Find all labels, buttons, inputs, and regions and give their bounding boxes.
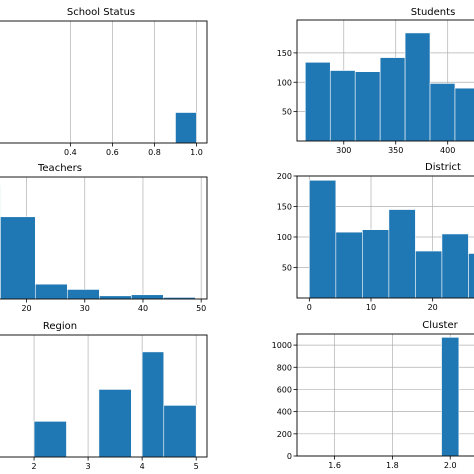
district-xtick-label-0: 0 bbox=[307, 303, 312, 312]
histogram-school-status: School Status 0.4 0.6 0.8 1.0 bbox=[0, 7, 208, 157]
teachers-ticks: 20 30 40 50 bbox=[21, 299, 206, 313]
region-bar-3 bbox=[98, 389, 132, 458]
cluster-ytick-label-600: 600 bbox=[277, 385, 292, 394]
school-status-xtick-label-0-8: 0.8 bbox=[148, 148, 161, 157]
histogram-region: Region 2 3 4 5 bbox=[0, 321, 208, 471]
district-bar-3 bbox=[388, 209, 416, 299]
district-title: District bbox=[425, 162, 461, 173]
region-axes-frame bbox=[0, 334, 208, 458]
school-status-xtick-label-1: 1.0 bbox=[190, 148, 203, 157]
region-xtick-label-5: 5 bbox=[194, 462, 199, 471]
students-xtick-label-400: 400 bbox=[440, 146, 455, 155]
cluster-xtick-label-1-6: 1.6 bbox=[328, 461, 341, 470]
cluster-bar-0 bbox=[441, 337, 460, 457]
teachers-xtick-label-20: 20 bbox=[21, 304, 31, 313]
region-ticks: 2 3 4 5 bbox=[32, 457, 199, 471]
cluster-title: Cluster bbox=[422, 320, 458, 331]
region-bar-5 bbox=[163, 405, 197, 458]
district-ytick-label-150: 150 bbox=[277, 203, 292, 212]
histogram-teachers: Teachers 20 30 40 50 bbox=[0, 163, 208, 313]
cluster-axes-frame bbox=[296, 333, 474, 457]
teachers-xtick-label-50: 50 bbox=[196, 304, 206, 313]
school-status-bar-0 bbox=[175, 112, 197, 144]
histogram-students: Students 300 350 400 50 100 150 bbox=[277, 7, 474, 155]
school-status-bars bbox=[175, 112, 197, 144]
students-bar-6 bbox=[454, 87, 474, 142]
district-ytick-label-200: 200 bbox=[277, 172, 292, 181]
teachers-xtick-label-40: 40 bbox=[138, 304, 148, 313]
cluster-xtick-label-2: 2.0 bbox=[444, 461, 457, 470]
district-bars bbox=[309, 179, 474, 299]
school-status-xtick-label-0-6: 0.6 bbox=[106, 148, 119, 157]
cluster-xtick-label-1-8: 1.8 bbox=[386, 461, 399, 470]
cluster-ytick-label-200: 200 bbox=[277, 430, 292, 439]
teachers-axes-frame bbox=[0, 176, 208, 300]
region-bar-1 bbox=[33, 421, 67, 458]
students-bar-2 bbox=[354, 71, 381, 142]
histogram-cluster: Cluster 1.6 1.8 2.0 0 200 400 600 800 1000 bbox=[272, 320, 474, 470]
district-bar-4 bbox=[415, 250, 443, 299]
teachers-grid bbox=[26, 177, 202, 299]
cluster-ytick-label-800: 800 bbox=[277, 363, 292, 372]
students-axes-frame bbox=[296, 19, 474, 142]
district-ytick-label-50: 50 bbox=[282, 264, 292, 273]
students-xtick-label-350: 350 bbox=[388, 146, 403, 155]
teachers-bars bbox=[0, 184, 196, 300]
school-status-xtick-label-0-4: 0.4 bbox=[64, 148, 77, 157]
district-bar-5 bbox=[441, 233, 469, 299]
region-bar-4 bbox=[141, 351, 165, 458]
district-ticks: 0 10 20 50 100 150 200 bbox=[277, 172, 438, 312]
district-bar-1 bbox=[335, 231, 363, 299]
district-xtick-label-10: 10 bbox=[366, 303, 376, 312]
teachers-bar-4 bbox=[99, 295, 132, 300]
students-title: Students bbox=[411, 7, 456, 18]
teachers-xtick-label-30: 30 bbox=[80, 304, 90, 313]
students-ytick-label-150: 150 bbox=[277, 49, 292, 58]
cluster-ytick-label-400: 400 bbox=[277, 408, 292, 417]
students-xtick-label-300: 300 bbox=[336, 146, 351, 155]
region-xtick-label-4: 4 bbox=[140, 462, 145, 471]
school-status-ticks: 0.4 0.6 0.8 1.0 bbox=[64, 143, 203, 157]
cluster-bars bbox=[441, 337, 460, 457]
students-ytick-label-50: 50 bbox=[282, 108, 292, 117]
school-status-axes-frame bbox=[0, 20, 208, 144]
students-bar-4 bbox=[404, 32, 431, 142]
teachers-bar-3 bbox=[67, 289, 100, 300]
district-xtick-label-20: 20 bbox=[428, 303, 438, 312]
school-status-title: School Status bbox=[67, 7, 135, 18]
cluster-ticks: 1.6 1.8 2.0 0 200 400 600 800 1000 bbox=[272, 341, 457, 470]
teachers-bar-5 bbox=[131, 294, 164, 300]
students-bar-5 bbox=[429, 83, 456, 142]
cluster-ytick-label-1000: 1000 bbox=[272, 341, 292, 350]
district-bar-0 bbox=[309, 179, 337, 299]
students-bars bbox=[305, 32, 474, 142]
region-bars bbox=[33, 351, 197, 458]
histogram-district: District 0 10 20 50 100 150 200 bbox=[277, 162, 474, 312]
teachers-bar-1 bbox=[0, 216, 36, 300]
region-xtick-label-3: 3 bbox=[86, 462, 91, 471]
cluster-ytick-label-0: 0 bbox=[287, 452, 292, 461]
district-bar-2 bbox=[362, 229, 390, 299]
district-bar-6 bbox=[468, 253, 474, 299]
students-ticks: 300 350 400 50 100 150 bbox=[277, 49, 456, 155]
region-title: Region bbox=[43, 321, 77, 332]
students-bar-1 bbox=[329, 70, 356, 142]
region-xtick-label-2: 2 bbox=[32, 462, 37, 471]
district-ytick-label-100: 100 bbox=[277, 233, 292, 242]
students-ytick-label-100: 100 bbox=[277, 78, 292, 87]
teachers-bar-2 bbox=[34, 283, 68, 300]
teachers-title: Teachers bbox=[37, 163, 82, 174]
students-bar-3 bbox=[379, 57, 406, 142]
students-bar-0 bbox=[305, 61, 331, 142]
